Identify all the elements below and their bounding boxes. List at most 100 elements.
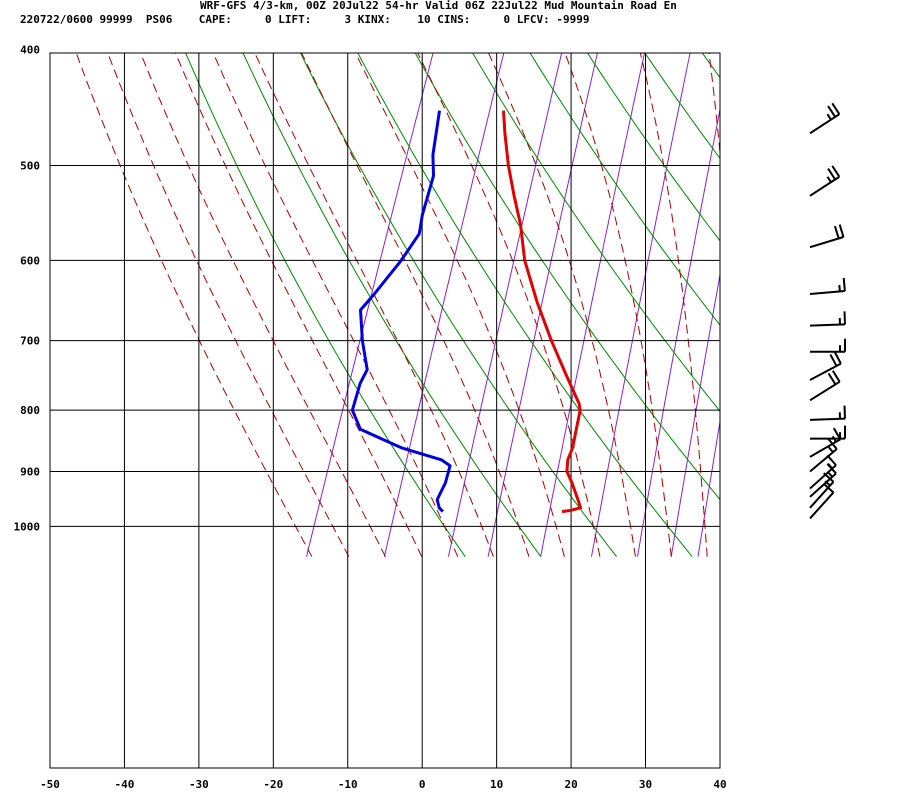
wind-barb-flag bbox=[827, 105, 836, 118]
wind-barb-flag bbox=[831, 165, 841, 178]
moist-adiabat-line bbox=[140, 53, 386, 557]
dry-adiabat-line bbox=[299, 53, 617, 558]
wind-barb-halfflag bbox=[826, 113, 832, 121]
wind-barb bbox=[809, 224, 845, 249]
wind-barb-flag bbox=[831, 102, 841, 115]
wind-barb bbox=[809, 405, 846, 421]
dry-adiabat-line bbox=[242, 53, 542, 557]
moist-adiabat-line bbox=[417, 53, 601, 557]
grid bbox=[50, 53, 720, 768]
wind-barb-flag bbox=[823, 472, 835, 483]
dry-adiabat-line bbox=[529, 53, 720, 326]
wind-barb bbox=[809, 427, 842, 458]
wind-barb-flag bbox=[832, 427, 842, 440]
wind-barb-flag bbox=[823, 483, 835, 494]
x-tick-label: -10 bbox=[338, 778, 358, 791]
wind-barb-shaft bbox=[809, 113, 840, 135]
plot-frame bbox=[49, 52, 721, 769]
wind-barb-flag bbox=[827, 168, 836, 181]
mixing-ratio-line bbox=[670, 272, 720, 557]
x-tick-label: 40 bbox=[713, 778, 726, 791]
dewpoint-profile-line bbox=[350, 110, 452, 513]
mixing-ratio-line bbox=[447, 53, 563, 557]
wind-barb bbox=[809, 483, 835, 520]
series-layer bbox=[350, 110, 583, 514]
dry-adiabat-line bbox=[872, 49, 900, 556]
wind-barb-halfflag bbox=[838, 284, 841, 292]
x-tick-label: 20 bbox=[564, 778, 577, 791]
header-indices: 220722/0600 99999 PS06 CAPE: 0 LIFT: 3 K… bbox=[20, 13, 590, 26]
dry-adiabat-line bbox=[185, 53, 466, 557]
x-tick-label: -40 bbox=[115, 778, 135, 791]
x-tick-label: -50 bbox=[40, 778, 60, 791]
mixing-ratio-line bbox=[383, 53, 505, 557]
wind-barb-flag bbox=[826, 454, 837, 466]
mixing-ratio-line bbox=[637, 106, 720, 557]
moist-adiabat-line bbox=[254, 53, 494, 557]
wind-barb-shaft bbox=[809, 175, 840, 197]
wind-barb-flag bbox=[833, 351, 842, 365]
wind-barb-shaft bbox=[809, 448, 838, 473]
y-tick-label: 500 bbox=[20, 159, 40, 172]
wind-barb-flag bbox=[826, 463, 837, 475]
moist-adiabat-line bbox=[75, 53, 313, 557]
mixing-ratio-line bbox=[697, 418, 720, 557]
x-tick-label: -30 bbox=[189, 778, 209, 791]
x-tick-label: -20 bbox=[263, 778, 283, 791]
moist-adiabat-line bbox=[354, 53, 565, 557]
dry-adiabat-line bbox=[414, 53, 720, 501]
y-tick-label: 800 bbox=[20, 404, 40, 417]
moist-adiabat-line bbox=[107, 53, 350, 557]
wind-barb-shaft bbox=[809, 481, 835, 509]
wind-barb bbox=[809, 463, 837, 498]
wind-barb-halfflag bbox=[824, 480, 831, 487]
wind-barb bbox=[809, 351, 842, 381]
header-title: WRF-GFS 4/3-km, 00Z 20Jul22 54-hr Valid … bbox=[200, 0, 677, 12]
x-tick-label: 10 bbox=[490, 778, 503, 791]
mixing-ratio-line bbox=[540, 53, 646, 557]
wind-barb-flag bbox=[831, 370, 841, 383]
y-tick-label: 600 bbox=[20, 254, 40, 267]
wind-barb bbox=[809, 102, 841, 135]
moist-adiabat-line bbox=[488, 53, 636, 557]
moist-adiabat-line bbox=[212, 53, 459, 557]
moist-adiabat-line bbox=[639, 53, 708, 557]
y-tick-label: 1000 bbox=[14, 520, 41, 533]
x-tick-label: 30 bbox=[639, 778, 652, 791]
tick-labels: -50 -40 -30 -20 -10 0 10 20 30 40 400 500 600 700 800 9… bbox=[14, 43, 727, 791]
moist-adiabat-line bbox=[708, 53, 720, 159]
moist-adiabat-line bbox=[301, 53, 530, 557]
wind-barb bbox=[809, 165, 841, 197]
temperature-profile-line bbox=[502, 110, 583, 514]
x-tick-label: 0 bbox=[419, 778, 426, 791]
wind-barb bbox=[810, 338, 846, 353]
dry-adiabat-line bbox=[644, 53, 720, 160]
y-tick-label: 900 bbox=[20, 465, 40, 478]
dry-adiabat-line bbox=[586, 53, 720, 242]
wind-barb bbox=[809, 370, 841, 402]
y-tick-label: 400 bbox=[20, 43, 40, 56]
wind-barb-shaft bbox=[809, 491, 835, 520]
dry-adiabat-line bbox=[357, 53, 693, 558]
wind-barb-flag bbox=[829, 354, 838, 367]
wind-barbs bbox=[809, 102, 846, 520]
wind-barb bbox=[809, 277, 846, 296]
wind-barb-flag bbox=[833, 225, 840, 239]
wind-barb bbox=[809, 311, 846, 327]
dry-adiabat-line bbox=[472, 53, 720, 413]
wind-barb-shaft bbox=[809, 236, 844, 249]
wind-barb bbox=[809, 472, 835, 509]
wind-barb-halfflag bbox=[827, 471, 834, 478]
mixing-ratio-line bbox=[725, 49, 810, 556]
moist-adiabat-line bbox=[770, 49, 780, 556]
wind-barb-flag bbox=[827, 438, 838, 450]
wind-barb-halfflag bbox=[831, 435, 837, 443]
wind-barb bbox=[809, 438, 838, 473]
mixing-ratio-line bbox=[591, 53, 691, 557]
wind-barb-halfflag bbox=[826, 176, 832, 183]
y-tick-label: 700 bbox=[20, 335, 40, 348]
wind-barb-flag bbox=[842, 277, 846, 292]
moist-adiabat-line bbox=[174, 53, 423, 557]
mixing-ratio-line bbox=[306, 53, 434, 557]
